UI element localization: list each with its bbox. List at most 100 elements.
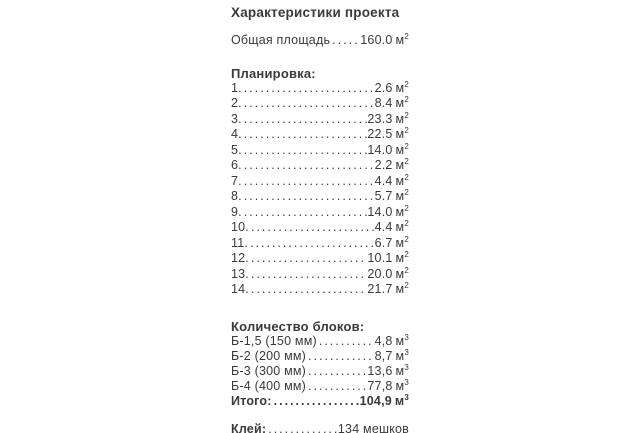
planning-list-item: 10. 4.4м2 <box>231 218 409 236</box>
item-number: 7. <box>231 173 242 188</box>
leader-dots <box>242 189 375 205</box>
leader-dots <box>242 205 368 221</box>
total-area-label: Общая площадь <box>231 33 331 47</box>
item-unit: м2 <box>395 234 409 250</box>
item-number-value: 2.6 <box>374 80 393 95</box>
blocks-total-number: 104,9 <box>359 393 392 408</box>
unit-base: м <box>395 378 405 393</box>
unit-base: м <box>395 266 405 281</box>
leader-dots <box>242 112 368 128</box>
item-number: 14. <box>231 282 249 296</box>
block-number-value: 13,6 <box>367 363 393 378</box>
unit-superscript: 2 <box>404 172 409 182</box>
unit-base: м <box>395 235 405 250</box>
leader-dots <box>306 379 367 394</box>
item-unit: м2 <box>396 94 409 110</box>
item-number: 12. <box>231 251 249 265</box>
unit-superscript: 3 <box>404 377 409 387</box>
item-unit: м2 <box>396 280 409 296</box>
unit-base: м <box>395 363 405 378</box>
unit-superscript: 2 <box>404 31 409 41</box>
unit-superscript: 2 <box>404 280 409 290</box>
item-unit: м2 <box>395 141 409 157</box>
planning-list-item: 8. 5.7м2 <box>231 188 409 205</box>
item-number: 5. <box>231 142 242 157</box>
blocks-list-item: Б-3 (300 мм) 13,6м3 <box>231 363 409 379</box>
unit-superscript: 2 <box>404 110 409 120</box>
blocks-total-row: Итого: 104,9м3 <box>231 392 409 409</box>
block-value: 77,8 м3 <box>367 377 409 394</box>
item-unit: м2 <box>395 157 409 172</box>
unit-base: м <box>395 33 405 47</box>
planning-list-item: 12. 10.1м2 <box>231 249 409 267</box>
block-unit: м3 <box>395 363 409 378</box>
planning-list-item: 11. 6.7м2 <box>231 234 409 252</box>
unit-superscript: 3 <box>404 392 409 402</box>
leader-dots <box>249 267 367 283</box>
unit-superscript: 2 <box>404 249 409 259</box>
planning-list-item: 4. 22.5м2 <box>231 125 409 143</box>
item-value: 10.1 м2 <box>367 249 409 267</box>
blocks-total-unit: м3 <box>394 392 409 408</box>
glue-value: 134 мешков <box>337 421 409 433</box>
item-value: 14.0 м2 <box>367 204 409 221</box>
unit-base: м <box>395 220 405 234</box>
block-value: 8,7 м3 <box>374 348 409 364</box>
block-label: Б-2 (200 мм) <box>231 348 307 363</box>
item-unit: м2 <box>396 204 409 219</box>
item-unit: м2 <box>396 249 409 265</box>
total-area-value: 160.0 м2 <box>360 31 409 49</box>
leader-dots <box>249 282 367 298</box>
leader-dots <box>330 33 360 49</box>
item-number: 6. <box>231 158 242 172</box>
total-area-unit: м2 <box>395 31 409 47</box>
planning-list-item: 6. 2.2м2 <box>231 157 409 174</box>
leader-dots <box>242 127 368 143</box>
unit-superscript: 2 <box>404 125 409 135</box>
leader-dots <box>242 158 375 174</box>
unit-superscript: 2 <box>404 94 409 104</box>
item-value: 5.7 м2 <box>375 188 409 205</box>
leader-dots <box>306 364 367 379</box>
item-number-value: 23.3 <box>367 111 393 126</box>
planning-list-item: 13. 20.0м2 <box>231 265 409 283</box>
unit-superscript: 2 <box>404 141 409 151</box>
item-unit: м2 <box>395 79 409 95</box>
unit-superscript: 2 <box>404 265 409 275</box>
unit-base: м <box>395 158 405 172</box>
item-value: 2.6 м2 <box>374 79 409 97</box>
unit-superscript: 2 <box>404 234 409 244</box>
planning-heading: Планировка: <box>231 65 316 81</box>
item-unit: м2 <box>395 110 409 126</box>
item-number-value: 14.0 <box>367 142 393 157</box>
total-area-row: Общая площадь 160.0м2 <box>231 31 409 49</box>
planning-list-item: 5. 14.0м2 <box>231 141 409 159</box>
item-value: 2.2 м2 <box>375 157 409 174</box>
unit-superscript: 2 <box>404 79 409 89</box>
item-number: 3. <box>231 111 242 126</box>
glue-row: Клей: 134 мешков <box>231 422 409 433</box>
item-number: 13. <box>231 266 249 281</box>
block-number-value: 4,8 <box>374 333 393 348</box>
unit-base: м <box>395 127 405 141</box>
planning-list-item: 14. 21.7м2 <box>231 280 409 298</box>
planning-list: 1. 2.6м2 2. 8.4м2 3. 23.3м2 4. <box>231 79 409 298</box>
planning-list-item: 9. 14.0м2 <box>231 204 409 221</box>
unit-base: м <box>395 111 405 126</box>
item-number-value: 22.5 <box>367 127 393 141</box>
item-number: 11. <box>231 235 249 250</box>
unit-base: м <box>395 142 405 157</box>
unit-base: м <box>395 173 405 188</box>
unit-superscript: 2 <box>404 218 409 228</box>
item-number: 1. <box>231 80 242 95</box>
item-number-value: 21.7 <box>367 282 393 296</box>
item-unit: м2 <box>395 125 409 141</box>
unit-base: м <box>394 393 405 408</box>
item-number: 10. <box>231 220 249 234</box>
item-number-value: 20.0 <box>367 266 393 281</box>
item-number-value: 8.4 <box>374 96 393 110</box>
planning-list-item: 3. 23.3м2 <box>231 110 409 128</box>
unit-base: м <box>395 80 405 95</box>
leader-dots <box>317 334 375 349</box>
block-number-value: 8,7 <box>374 348 393 363</box>
